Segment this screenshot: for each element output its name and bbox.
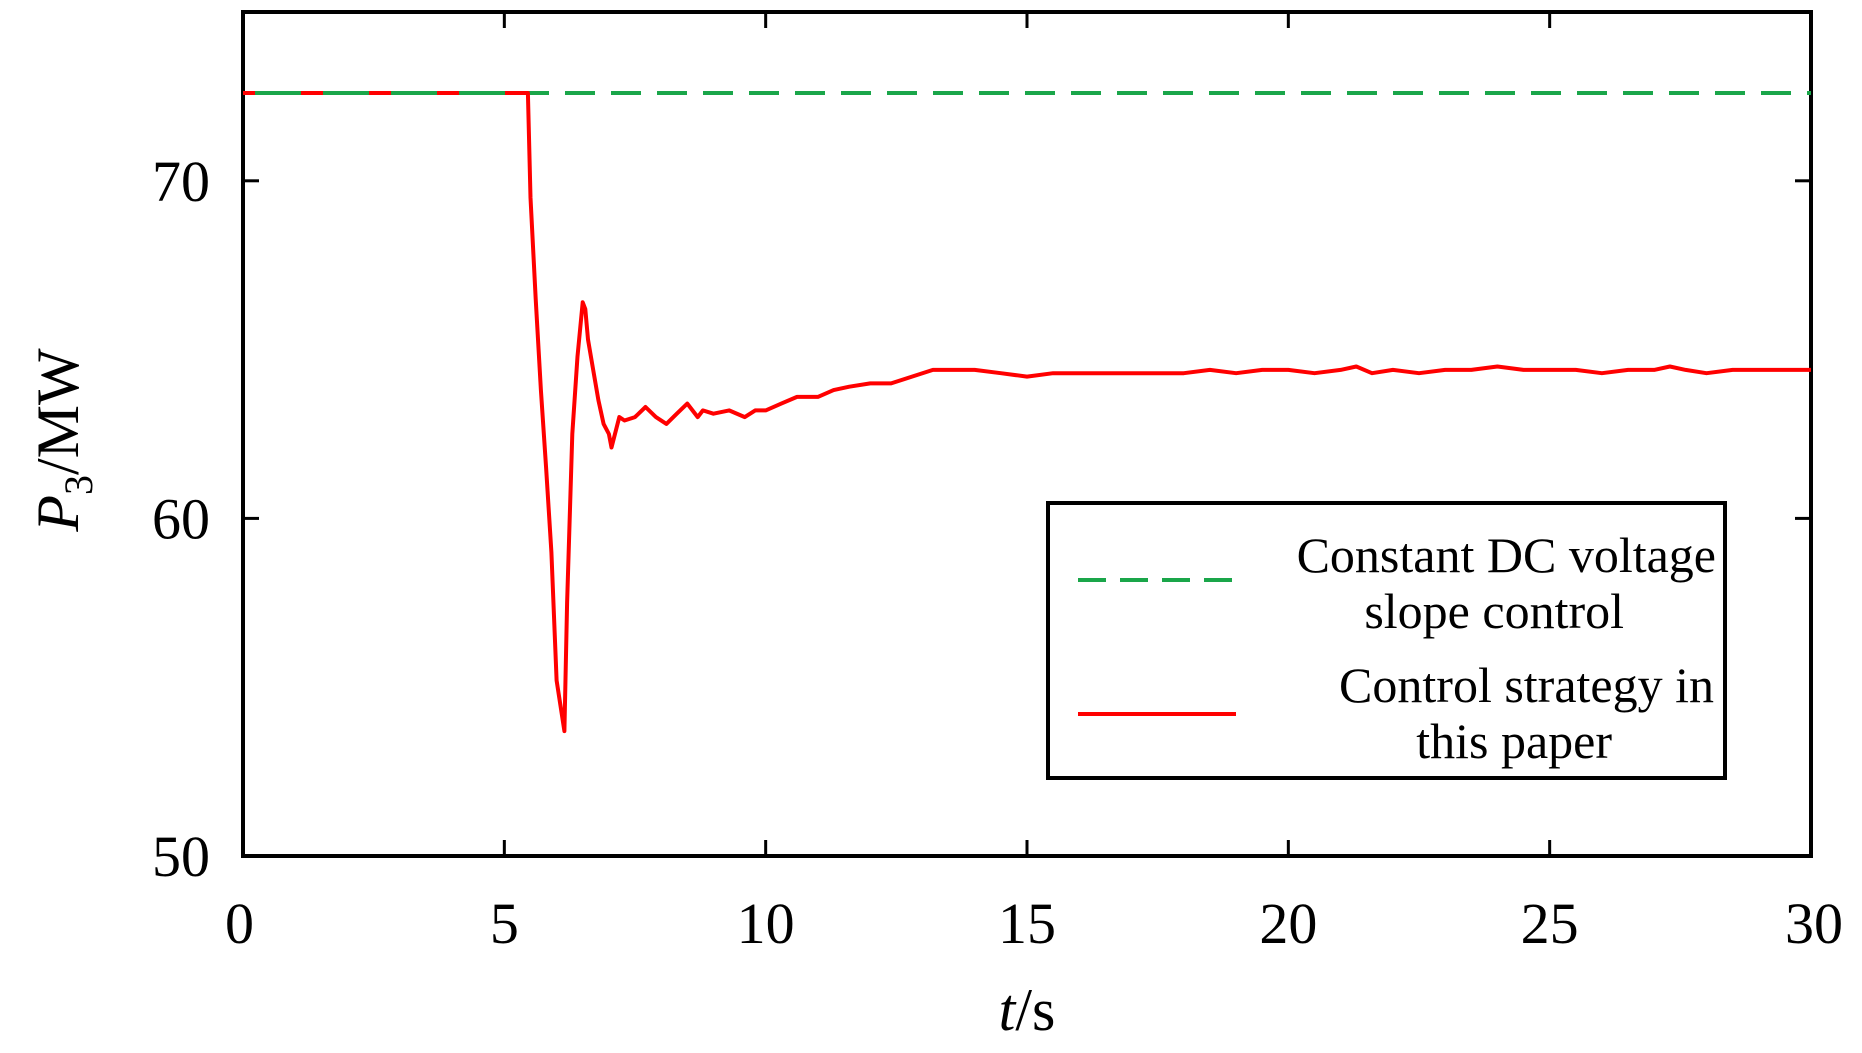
x-axis-label-unit: /s <box>1015 977 1055 1043</box>
x-axis-label: t/s <box>999 977 1056 1043</box>
legend-box <box>1046 501 1727 780</box>
y-axis-label: P3/MW <box>25 348 101 533</box>
y-tick-label: 50 <box>152 824 210 889</box>
x-tick-label: 5 <box>490 891 519 956</box>
x-axis-label-var: t <box>999 977 1017 1043</box>
y-axis-label-subscript: 3 <box>56 475 101 495</box>
legend-entry-2-line-1: Control strategy in <box>1339 657 1714 713</box>
y-tick-label: 60 <box>152 486 210 551</box>
y-tick-label: 70 <box>152 149 210 214</box>
x-tick-label: 15 <box>998 891 1056 956</box>
x-tick-label: 20 <box>1259 891 1317 956</box>
x-tick-label: 30 <box>1785 891 1843 956</box>
series-layer <box>243 91 1811 734</box>
legend-entry-2-line-2: this paper <box>1416 713 1612 769</box>
legend: Constant DC voltage slope control Contro… <box>1046 501 1727 780</box>
x-tick-label: 25 <box>1521 891 1579 956</box>
y-axis-label-var: P <box>25 495 91 533</box>
y-axis-label-unit: /MW <box>25 348 91 475</box>
ticks-layer: 0 5 10 15 20 25 30 50 60 70 <box>152 12 1843 956</box>
series-line-control-strategy <box>243 91 1811 734</box>
x-tick-label: 0 <box>225 891 254 956</box>
legend-entry-1-line-1: Constant DC voltage <box>1297 527 1716 583</box>
x-tick-label: 10 <box>737 891 795 956</box>
legend-entry-1-line-2: slope control <box>1364 583 1624 639</box>
